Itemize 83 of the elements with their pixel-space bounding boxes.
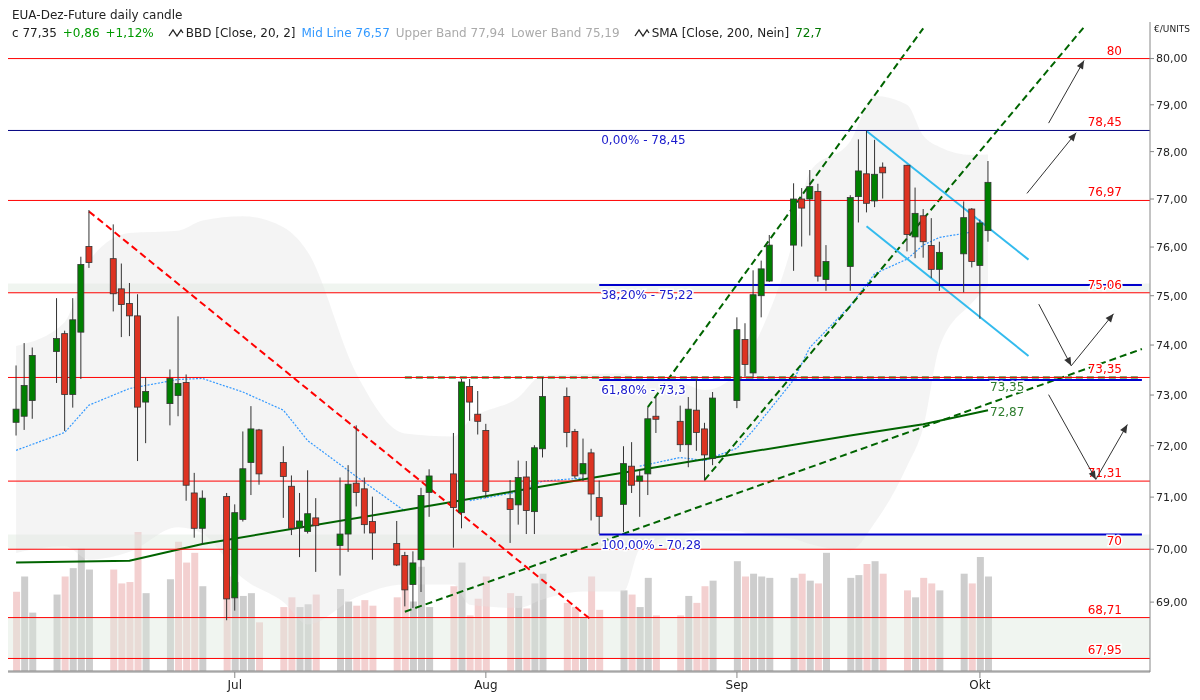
bar (822, 552, 830, 671)
bar (879, 573, 887, 671)
ref-line-label: 68,71 (1087, 602, 1122, 617)
candlestick (474, 390, 482, 436)
annotation: 72,7 (795, 26, 822, 40)
bar (806, 580, 814, 671)
bar (741, 576, 749, 671)
annotation: c 77,35 (12, 26, 57, 40)
bar (814, 583, 822, 671)
bar (312, 594, 320, 671)
y-tick-label: 80,00 (1156, 52, 1188, 66)
bar (968, 583, 976, 671)
y-tick-label: 76,00 (1156, 240, 1188, 254)
chart-title: EUA-Dez-Future daily candle (12, 8, 184, 22)
bar (523, 608, 531, 671)
bar (620, 590, 628, 671)
y-tick-label: 73,00 (1156, 388, 1188, 402)
bar (458, 562, 466, 671)
ref-line-label: 76,97 (1087, 185, 1122, 200)
x-tick-label: Jul (226, 677, 243, 692)
x-tick-label: Sep (725, 677, 749, 692)
annotation: Upper Band 77,94 (395, 26, 505, 40)
candlestick (595, 480, 603, 535)
bar (531, 583, 539, 671)
y-tick-label: 77,00 (1156, 192, 1188, 206)
annotation: 0,00% - 78,45 (601, 133, 686, 148)
bar (256, 622, 264, 671)
bar (733, 561, 741, 671)
y-tick-label: 70,00 (1156, 543, 1188, 557)
annotation: +1,12% (105, 26, 154, 40)
y-tick-label: 69,00 (1156, 596, 1188, 610)
bar (199, 586, 207, 671)
ref-line-label: 67,95 (1087, 643, 1122, 658)
bar (515, 595, 523, 671)
annotation: 61,80% - 73,3 (601, 382, 686, 397)
annotation: 100,00% - 70,28 (601, 537, 701, 552)
annotation: 72,87 (990, 404, 1025, 419)
ref-line-label: 78,45 (1087, 115, 1122, 130)
annotation: 73,35 (990, 380, 1025, 395)
y-axis-title: €/UNITS (1154, 24, 1190, 34)
bar (134, 532, 142, 671)
bar (450, 586, 458, 671)
bar (142, 593, 150, 671)
candlestick (425, 468, 433, 518)
bar (960, 573, 968, 671)
y-tick-label: 78,00 (1156, 145, 1188, 159)
bar (871, 561, 879, 671)
bar (539, 573, 547, 671)
bar (53, 594, 61, 671)
candlestick (279, 445, 287, 519)
y-tick-label: 79,00 (1156, 98, 1188, 112)
bar (790, 577, 798, 671)
bar (507, 593, 515, 671)
ref-line-label: 70 (1106, 534, 1122, 549)
y-tick-label: 72,00 (1156, 439, 1188, 453)
bar (863, 563, 871, 671)
bar (912, 597, 920, 671)
annotation: Lower Band 75,19 (510, 26, 620, 40)
bar (709, 580, 717, 671)
bar (677, 615, 685, 671)
bar (580, 616, 587, 671)
ref-line-label: 73,35 (1087, 362, 1122, 377)
bar (61, 576, 69, 671)
x-tick-label: Okt (969, 677, 991, 692)
candlestick (879, 161, 887, 200)
ref-line-label: 80 (1106, 43, 1122, 58)
bar (166, 579, 174, 671)
bar (903, 590, 911, 671)
x-tick-label: Aug (474, 677, 498, 692)
bar (628, 594, 636, 671)
bar (13, 591, 21, 671)
annotation: Mid Line 76,57 (301, 26, 390, 40)
bar (685, 595, 693, 671)
bar (652, 615, 660, 671)
annotation: +0,86 (62, 26, 100, 40)
y-tick-label: 74,00 (1156, 338, 1188, 352)
annotation: SMA [Close, 200, Nein] (651, 26, 790, 40)
y-tick-label: 75,00 (1156, 289, 1188, 303)
bar (798, 573, 806, 671)
y-tick-label: 71,00 (1156, 491, 1188, 505)
candlestick (85, 209, 93, 269)
bar (936, 590, 944, 671)
annotation: BBD [Close, 20, 2] (185, 26, 296, 40)
